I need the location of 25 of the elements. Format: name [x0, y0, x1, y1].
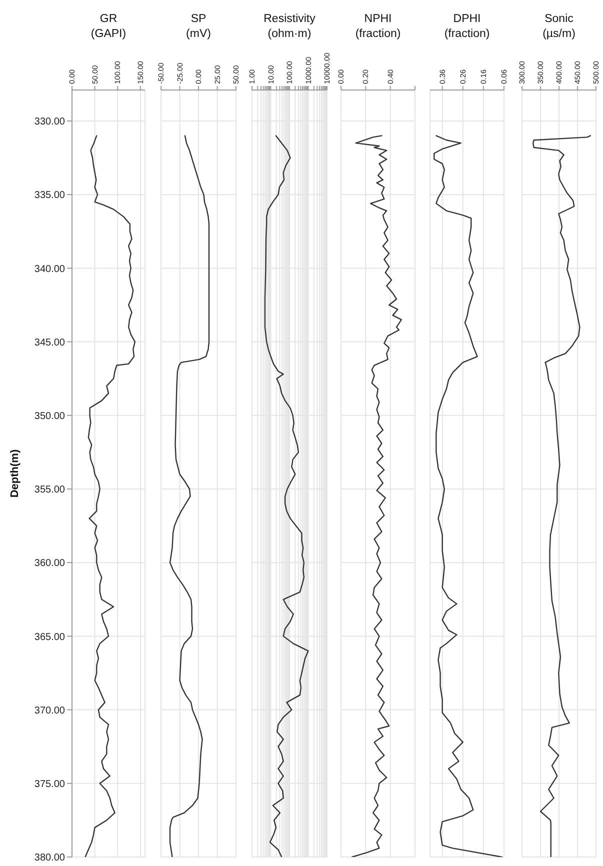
x-axis-title: (GAPI)	[90, 28, 126, 40]
chart-title: GR	[100, 13, 118, 25]
chart-title: NPHI	[364, 13, 392, 25]
x-axis-title: (mV)	[186, 28, 211, 40]
y-tick-label: 340.00	[34, 264, 66, 275]
y-tick-label: 375.00	[34, 778, 66, 790]
y-tick-label: 335.00	[34, 190, 66, 202]
chart-title: SP	[190, 13, 206, 25]
y-tick-label: 355.00	[34, 484, 66, 496]
y-axis-title: Depth(m)	[8, 449, 21, 498]
x-axis-title: (ohm·m)	[268, 28, 312, 40]
y-tick-label: 350.00	[34, 410, 66, 422]
y-tick-label: 330.00	[34, 116, 66, 128]
y-tick-label: 345.00	[34, 337, 66, 348]
x-axis-title: (fraction)	[355, 28, 401, 40]
y-tick-label: 370.00	[34, 705, 66, 716]
y-tick-label: 365.00	[34, 632, 66, 643]
line-series	[84, 135, 136, 857]
x-axis-title: (fraction)	[444, 28, 490, 40]
chart-title: Resistivity	[264, 13, 316, 25]
chart-title: DPHI	[453, 13, 481, 25]
y-tick-label: 380.00	[34, 852, 66, 864]
y-tick-label: 360.00	[34, 558, 66, 570]
chart-title: Sonic	[544, 13, 574, 25]
x-axis-title: (µs/m)	[542, 28, 576, 40]
